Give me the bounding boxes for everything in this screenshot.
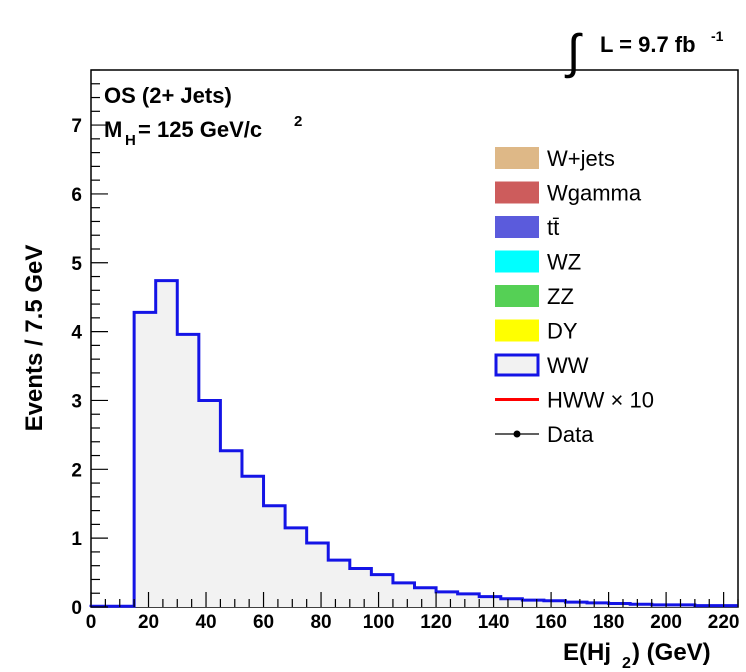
y-tick-label: 3 [71,391,82,412]
svg-text:L = 9.7 fb: L = 9.7 fb [600,32,696,57]
legend-item: HWW × 10 [495,388,654,413]
luminosity-label: ∫ L = 9.7 fb -1 [564,26,724,79]
legend-item: tt̄ [495,215,559,240]
legend-label: WW [547,353,589,378]
y-tick-label: 2 [71,460,82,481]
svg-text:M: M [104,117,122,142]
x-tick-label: 20 [138,612,159,633]
legend-swatch [494,353,540,377]
svg-text:-1: -1 [711,28,724,44]
selection-label: OS (2+ Jets) [104,83,232,108]
legend-label: Data [547,422,594,447]
mass-label: M H = 125 GeV/c 2 [104,113,302,149]
legend-label: Wgamma [547,181,642,206]
x-tick-label: 120 [420,612,452,633]
x-tick-label: 200 [650,612,682,633]
legend-label: tt̄ [547,215,559,240]
x-tick-label: 160 [535,612,567,633]
legend-swatch [495,250,539,273]
legend: W+jets Wgamma tt̄ WZ ZZ DY WW HWW × 10 Data [494,146,654,447]
legend-label: HWW × 10 [547,388,654,413]
svg-text:2: 2 [622,655,631,672]
x-tick-label: 100 [363,612,395,633]
ww-histogram-fill [91,280,738,607]
legend-swatch [495,216,539,238]
svg-text:E(Hj: E(Hj [563,639,611,666]
legend-item: WZ [495,250,581,275]
x-axis: 0 20 40 60 80 100 120 140 160 180 200 220 [86,592,740,633]
y-axis: 0 1 2 3 4 5 6 7 [71,69,108,619]
legend-item: Wgamma [495,181,642,206]
svg-text:H: H [125,132,136,149]
legend-label: ZZ [547,284,574,309]
y-tick-label: 7 [71,116,82,137]
legend-item: WW [494,353,589,378]
legend-swatch [495,285,539,307]
legend-marker [513,430,521,438]
x-tick-label: 0 [86,612,97,633]
legend-label: W+jets [547,146,615,171]
svg-text:= 125 GeV/c: = 125 GeV/c [138,117,262,142]
y-tick-label: 1 [71,529,82,550]
x-tick-label: 80 [310,612,331,633]
legend-item: W+jets [495,146,615,171]
legend-swatch [495,147,539,169]
y-tick-label: 0 [71,598,82,619]
legend-swatch [495,181,539,204]
svg-text:2: 2 [294,113,302,130]
x-tick-label: 140 [478,612,510,633]
y-tick-label: 6 [71,185,82,206]
svg-text:∫: ∫ [564,26,583,79]
legend-item: Data [495,422,594,447]
y-axis-label: Events / 7.5 GeV [21,245,48,432]
svg-text:) (GeV): ) (GeV) [632,639,711,666]
legend-item: ZZ [495,284,574,309]
x-tick-label: 220 [708,612,740,633]
legend-swatch [495,319,539,342]
x-tick-label: 60 [253,612,274,633]
x-tick-label: 40 [195,612,216,633]
y-tick-label: 4 [71,323,82,344]
legend-label: WZ [547,250,581,275]
x-tick-label: 180 [593,612,625,633]
legend-label: DY [547,319,578,344]
y-tick-label: 5 [71,254,82,275]
x-axis-label: E(Hj 2 ) (GeV) [563,639,711,672]
legend-item: DY [495,319,578,344]
